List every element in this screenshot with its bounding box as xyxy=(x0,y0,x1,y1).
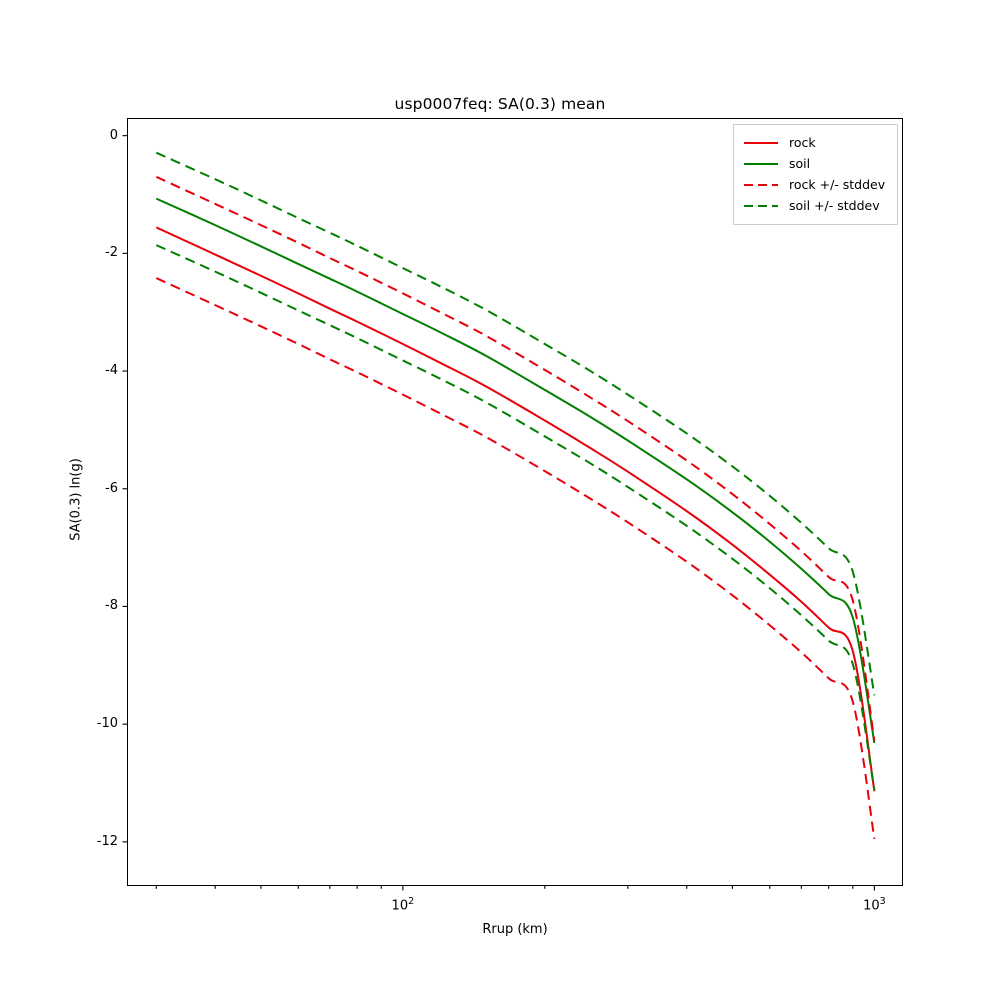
y-tick-label: 0 xyxy=(109,127,118,143)
series-line-soil xyxy=(155,197,876,744)
legend-item[interactable]: soil xyxy=(743,153,888,174)
legend-item[interactable]: rock +/- stddev xyxy=(743,174,888,195)
legend-label-soil: soil xyxy=(789,156,811,171)
plot-area xyxy=(127,118,903,886)
series-line-rock-stddev xyxy=(155,175,876,741)
data-lines xyxy=(155,151,876,840)
series-line-rock xyxy=(155,226,876,792)
legend-swatch-rock xyxy=(743,137,779,149)
series-line-soil-stddev xyxy=(155,151,876,696)
y-tick-label: -6 xyxy=(105,480,118,496)
legend-label-soil-stddev: soil +/- stddev xyxy=(789,198,880,213)
y-tick-label: -10 xyxy=(96,716,118,732)
series-line-soil-stddev xyxy=(155,244,876,791)
legend-swatch-soil-stddev xyxy=(743,200,779,212)
y-tick-label: -12 xyxy=(96,833,118,849)
legend-label-rock: rock xyxy=(789,135,816,150)
legend-label-rock-stddev: rock +/- stddev xyxy=(789,177,886,192)
y-tick-label: -2 xyxy=(105,245,118,261)
legend-swatch-soil xyxy=(743,158,779,170)
page-title: usp0007feq: SA(0.3) mean xyxy=(394,95,606,113)
tick-marks xyxy=(122,135,875,891)
series-line-rock-stddev xyxy=(155,277,876,840)
legend: rock soil rock +/- stddev soil +/- stdde… xyxy=(733,124,898,225)
legend-item[interactable]: soil +/- stddev xyxy=(743,195,888,216)
y-tick-label: -4 xyxy=(105,363,118,379)
legend-item[interactable]: rock xyxy=(743,132,888,153)
y-tick-labels: 0 -2 -4 -6 -8 -10 -12 xyxy=(82,0,118,1000)
x-axis-label: Rrup (km) xyxy=(482,922,548,937)
y-tick-label: -8 xyxy=(105,598,118,614)
x-tick-label: 102 xyxy=(391,896,415,914)
x-tick-label: 103 xyxy=(863,896,886,914)
legend-swatch-rock-stddev xyxy=(743,179,779,191)
